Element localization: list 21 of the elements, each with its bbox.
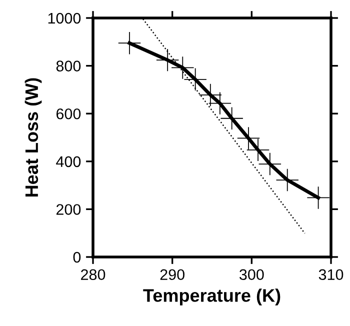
y-tick-label: 800	[56, 60, 81, 72]
x-tick-label: 290	[160, 269, 184, 280]
x-tick-label: 300	[240, 269, 264, 280]
y-tick-label: 600	[56, 108, 81, 120]
point	[220, 107, 243, 130]
point	[156, 48, 179, 72]
y-tick-label: 200	[56, 204, 81, 215]
point	[199, 84, 222, 106]
x-tick-label: 310	[318, 269, 344, 280]
y-tick-label: 400	[56, 156, 81, 168]
y-tick-label: 1000	[48, 12, 81, 24]
x-axis-title: Temperature (K)	[143, 288, 280, 306]
x-tick-label: 280	[81, 269, 106, 280]
y-axis-title: Heat Loss (W)	[24, 78, 42, 196]
point	[246, 138, 270, 162]
point	[276, 168, 298, 192]
point	[184, 68, 206, 91]
point	[208, 92, 232, 114]
point	[118, 32, 141, 54]
y-tick-label: 0	[73, 252, 81, 263]
point	[258, 152, 282, 176]
